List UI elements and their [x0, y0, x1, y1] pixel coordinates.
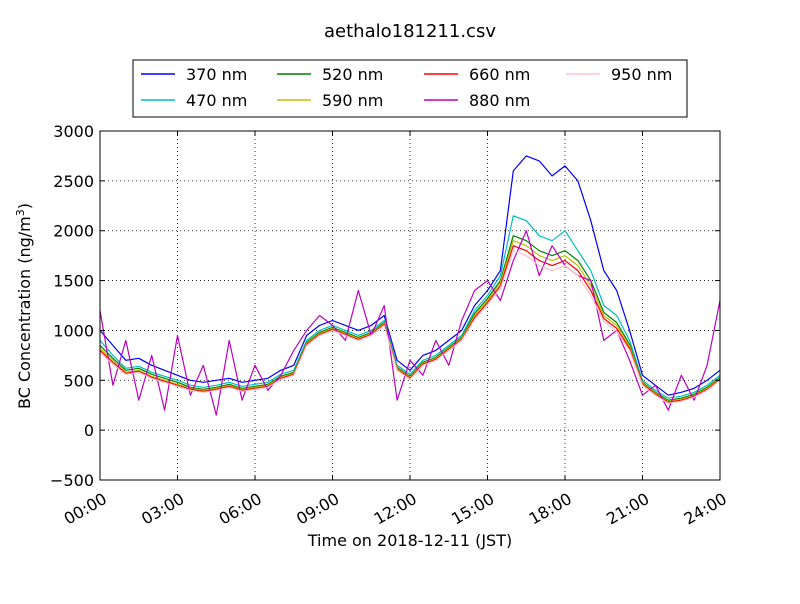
series-line-590-nm — [99, 240, 721, 402]
y-tick-label: 2500 — [53, 172, 94, 191]
legend-label: 470 nm — [186, 91, 247, 110]
series-lines — [99, 155, 721, 416]
y-tick-label: 2000 — [53, 222, 94, 241]
legend-label: 880 nm — [469, 91, 530, 110]
y-axis-label: BC Concentration (ng/m3) — [14, 203, 34, 409]
series-line-880-nm — [99, 230, 721, 416]
x-axis-label: Time on 2018-12-11 (JST) — [307, 531, 512, 550]
legend-label: 590 nm — [322, 91, 383, 110]
y-tick-label: 3000 — [53, 122, 94, 141]
chart-title: aethalo181211.csv — [324, 21, 496, 42]
legend-label: 370 nm — [186, 65, 247, 84]
legend-label: 660 nm — [469, 65, 530, 84]
series-line-950-nm — [99, 250, 721, 404]
series-line-520-nm — [99, 235, 721, 401]
series-line-470-nm — [99, 215, 721, 399]
y-axis: −500 0 500 1000 1500 2000 2500 3000 — [50, 122, 720, 490]
y-tick-label: −500 — [50, 471, 94, 490]
y-tick-label: 0 — [84, 421, 94, 440]
y-axis-label-end: ) — [15, 203, 34, 209]
y-axis-label-superscript: 3 — [14, 209, 27, 216]
series-line-370-nm — [99, 155, 721, 396]
y-tick-label: 1000 — [53, 321, 94, 340]
y-axis-label-main: BC Concentration (ng/m — [15, 216, 34, 409]
legend-label: 520 nm — [322, 65, 383, 84]
legend-frame — [132, 59, 688, 118]
legend: 370 nm 470 nm 520 nm 590 nm 660 nm 880 nm 950 … — [132, 59, 688, 118]
legend-label: 950 nm — [611, 65, 672, 84]
y-tick-label: 1500 — [53, 272, 94, 291]
series-line-660-nm — [99, 245, 721, 403]
y-tick-label: 500 — [63, 371, 94, 390]
